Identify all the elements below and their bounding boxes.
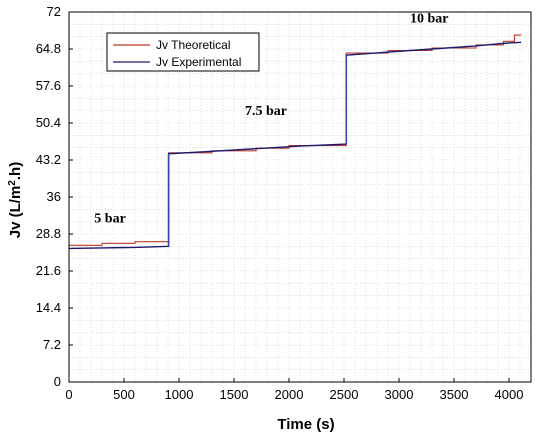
x-axis-label: Time (s)	[277, 416, 334, 433]
y-axis-label: Jv (L/m2.h)	[7, 162, 25, 238]
y-axis-label-sup: 2	[7, 180, 18, 186]
x-tick-label: 3500	[440, 387, 469, 402]
y-tick-label: 57.6	[36, 78, 61, 93]
legend: Jv Theoretical Jv Experimental	[106, 32, 260, 72]
y-ticks: 0 7.2 14.4 21.6 28.8 36 43.2 50.4 57.6 64.8 72	[36, 4, 73, 389]
annotations: 5 bar 7.5 bar 10 bar	[94, 11, 448, 226]
series-line-experimental	[68, 41, 522, 250]
y-tick-label: 72	[47, 4, 61, 19]
y-tick-label: 43.2	[36, 152, 61, 167]
legend-label-experimental: Jv Experimental	[156, 55, 241, 69]
x-tick-label: 2500	[330, 387, 359, 402]
y-tick-label: 14.4	[36, 300, 61, 315]
x-tick-label: 3000	[385, 387, 414, 402]
y-tick-label: 50.4	[36, 115, 61, 130]
grid	[69, 12, 531, 382]
y-tick-label: 64.8	[36, 41, 61, 56]
y-axis-label-main: Jv (L/m	[7, 186, 24, 239]
x-ticks: 0 500 1000 1500 2000 2500 3000 3500 4000	[65, 378, 523, 402]
pressure-annotation: 7.5 bar	[245, 104, 287, 119]
pressure-annotation: 5 bar	[94, 212, 126, 227]
series-group	[68, 34, 522, 250]
pressure-annotation: 10 bar	[410, 11, 449, 26]
y-axis-label-tail: .h)	[7, 162, 24, 180]
x-tick-label: 1500	[220, 387, 249, 402]
y-tick-label: 28.8	[36, 226, 61, 241]
x-tick-label: 1000	[165, 387, 194, 402]
x-tick-label: 4000	[495, 387, 524, 402]
legend-box	[106, 32, 260, 72]
y-tick-label: 36	[47, 189, 61, 204]
legend-label-theoretical: Jv Theoretical	[156, 38, 230, 52]
y-tick-label: 0	[54, 374, 61, 389]
x-tick-label: 2000	[275, 387, 304, 402]
x-tick-label: 0	[65, 387, 72, 402]
y-tick-label: 7.2	[43, 337, 61, 352]
x-tick-label: 500	[113, 387, 135, 402]
y-tick-label: 21.6	[36, 263, 61, 278]
